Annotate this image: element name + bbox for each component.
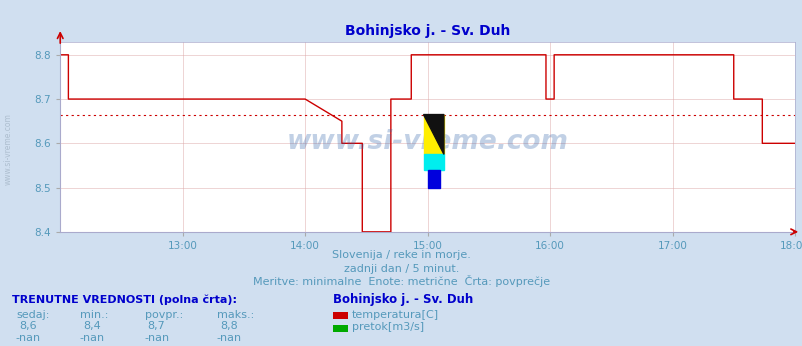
Text: -nan: -nan (144, 333, 169, 343)
Polygon shape (423, 115, 444, 154)
Text: Slovenija / reke in morje.: Slovenija / reke in morje. (332, 250, 470, 260)
Text: pretok[m3/s]: pretok[m3/s] (351, 322, 423, 333)
Bar (423, 154, 444, 170)
Text: TRENUTNE VREDNOSTI (polna črta):: TRENUTNE VREDNOSTI (polna črta): (12, 294, 237, 305)
Text: sedaj:: sedaj: (16, 310, 50, 320)
Text: www.si-vreme.com: www.si-vreme.com (3, 113, 13, 185)
Text: -nan: -nan (79, 333, 105, 343)
Text: povpr.:: povpr.: (144, 310, 183, 320)
Text: Bohinjsko j. - Sv. Duh: Bohinjsko j. - Sv. Duh (333, 293, 473, 306)
Text: -nan: -nan (216, 333, 241, 343)
Bar (427, 170, 439, 188)
Text: Meritve: minimalne  Enote: metrične  Črta: povprečje: Meritve: minimalne Enote: metrične Črta:… (253, 275, 549, 288)
Text: 8,8: 8,8 (220, 321, 237, 331)
Text: www.si-vreme.com: www.si-vreme.com (286, 129, 568, 155)
Text: min.:: min.: (80, 310, 108, 320)
Text: maks.:: maks.: (217, 310, 253, 320)
Text: 8,4: 8,4 (83, 321, 101, 331)
Bar (423, 115, 444, 154)
Text: temperatura[C]: temperatura[C] (351, 310, 438, 320)
Text: zadnji dan / 5 minut.: zadnji dan / 5 minut. (343, 264, 459, 274)
Text: -nan: -nan (15, 333, 41, 343)
Text: 8,6: 8,6 (19, 321, 37, 331)
Title: Bohinjsko j. - Sv. Duh: Bohinjsko j. - Sv. Duh (345, 24, 509, 38)
Text: 8,7: 8,7 (148, 321, 165, 331)
